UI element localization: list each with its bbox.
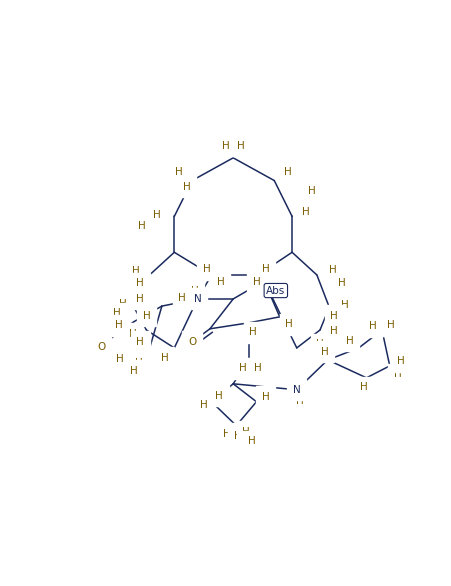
- Text: H: H: [153, 210, 161, 220]
- Text: H: H: [136, 278, 144, 288]
- Text: H: H: [138, 221, 145, 231]
- Text: H: H: [238, 363, 246, 373]
- Text: H: H: [396, 356, 404, 366]
- Text: H: H: [216, 277, 224, 287]
- Text: H: H: [134, 359, 142, 369]
- Text: H: H: [261, 264, 269, 274]
- Text: H: H: [261, 392, 269, 402]
- Text: H: H: [302, 207, 309, 217]
- Text: H: H: [130, 366, 138, 376]
- Text: H: H: [252, 277, 260, 287]
- Text: H: H: [223, 429, 230, 439]
- Text: H: H: [116, 354, 124, 364]
- Text: H: H: [142, 311, 150, 321]
- Text: H: H: [359, 383, 367, 393]
- Text: H: H: [248, 436, 255, 446]
- Text: H: H: [190, 285, 198, 295]
- Text: H: H: [329, 311, 337, 321]
- Text: H: H: [368, 321, 376, 332]
- Text: H: H: [329, 326, 337, 336]
- Text: H: H: [315, 339, 323, 349]
- Text: H: H: [119, 299, 127, 309]
- Text: H: H: [202, 264, 210, 274]
- Text: H: H: [113, 308, 120, 318]
- Text: Abs: Abs: [266, 285, 285, 295]
- Text: H: H: [249, 328, 257, 338]
- Text: H: H: [234, 431, 241, 441]
- Text: H: H: [285, 319, 292, 329]
- Text: H: H: [337, 278, 345, 288]
- Text: H: H: [308, 186, 315, 196]
- Text: H: H: [253, 363, 261, 373]
- Text: H: H: [328, 265, 336, 275]
- Text: H: H: [320, 346, 328, 356]
- Text: H: H: [283, 167, 291, 177]
- Text: O: O: [188, 337, 196, 347]
- Text: H: H: [237, 141, 244, 151]
- Text: H: H: [340, 300, 348, 310]
- Text: H: H: [161, 353, 169, 363]
- Text: H: H: [136, 337, 144, 347]
- Text: H: H: [345, 336, 353, 346]
- Text: H: H: [115, 320, 122, 331]
- Text: H: H: [182, 182, 190, 192]
- Text: H: H: [242, 427, 250, 437]
- Text: H: H: [387, 320, 394, 331]
- Text: N: N: [292, 385, 300, 395]
- Text: H: H: [128, 329, 136, 339]
- Text: H: H: [178, 293, 185, 303]
- Text: H: H: [131, 267, 139, 277]
- Text: H: H: [295, 396, 303, 406]
- Text: H: H: [175, 167, 182, 177]
- Text: H: H: [199, 400, 207, 410]
- Text: H: H: [221, 141, 229, 151]
- Text: H: H: [215, 391, 223, 401]
- Text: H: H: [136, 294, 144, 304]
- Text: N: N: [193, 294, 201, 304]
- Text: H: H: [393, 369, 400, 379]
- Text: O: O: [97, 342, 106, 352]
